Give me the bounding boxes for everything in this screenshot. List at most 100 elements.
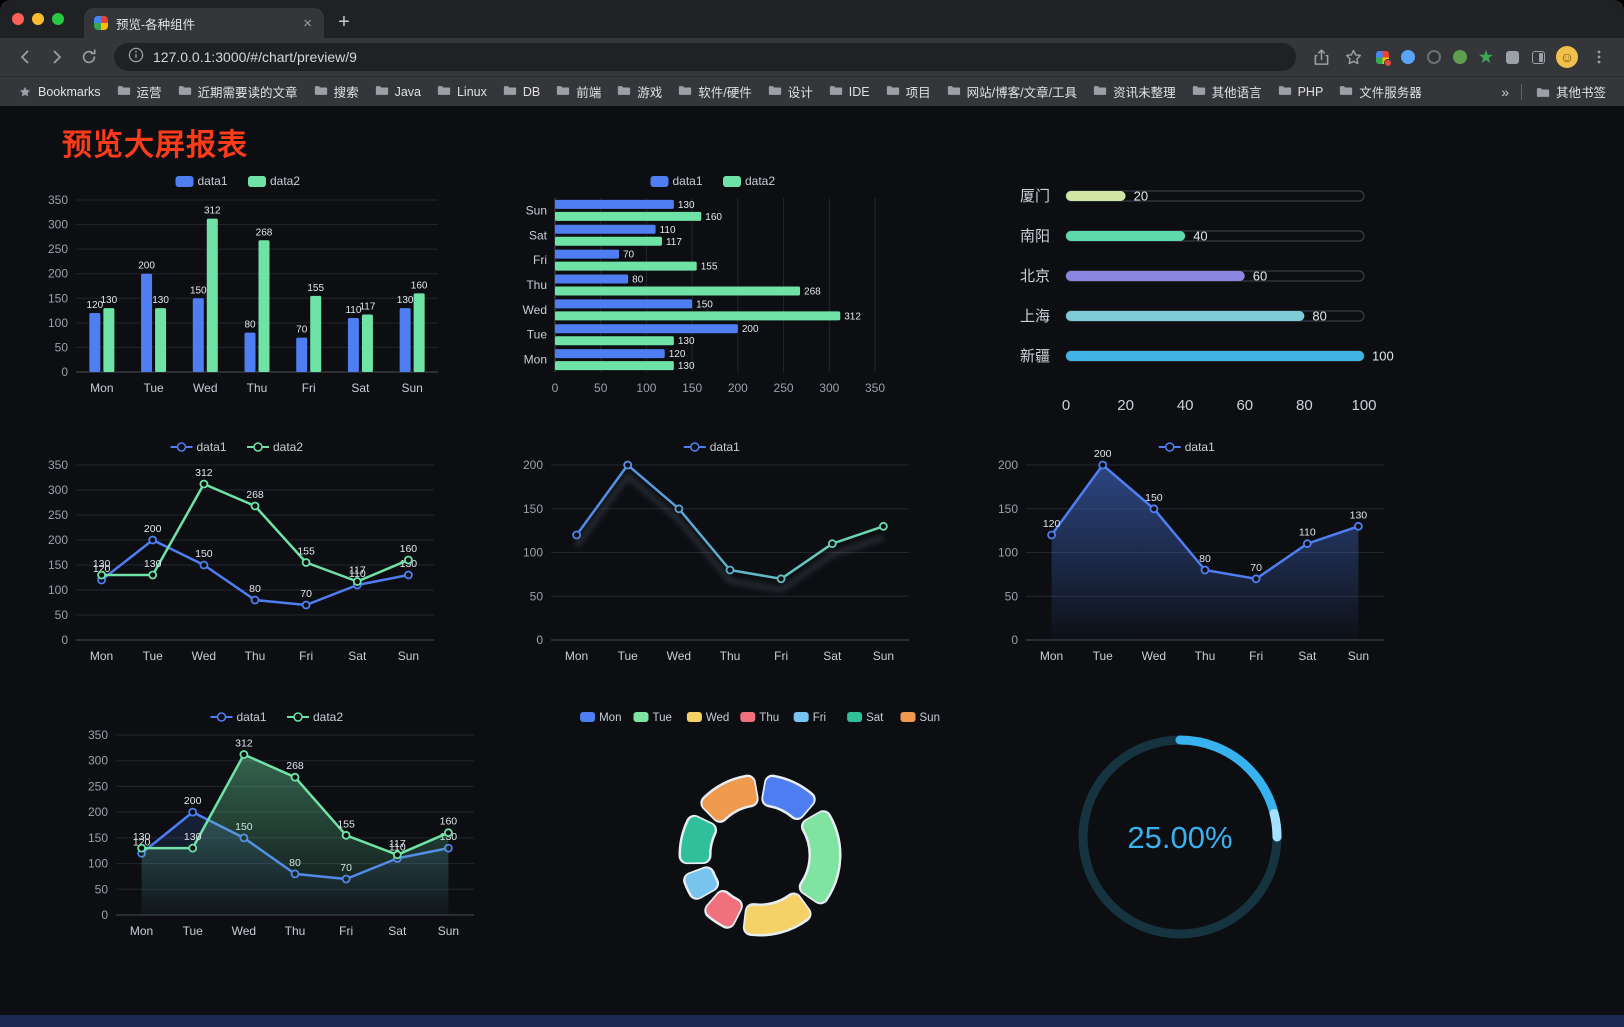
svg-text:120: 120 (87, 300, 104, 311)
extensions-puzzle-icon[interactable] (1503, 48, 1521, 66)
svg-text:250: 250 (88, 779, 108, 793)
bookmark-item[interactable]: 资讯未整理 (1085, 79, 1184, 104)
back-button[interactable] (10, 43, 40, 71)
svg-text:50: 50 (95, 882, 109, 896)
reload-button[interactable] (74, 43, 104, 71)
svg-text:200: 200 (48, 533, 68, 547)
close-window-button[interactable] (12, 13, 24, 25)
bookmark-item[interactable]: 前端 (548, 79, 609, 104)
svg-text:50: 50 (55, 340, 69, 354)
bookmarks-overflow-chevron[interactable]: » (1501, 83, 1509, 100)
other-bookmarks-folder[interactable]: 其他书签 (1528, 79, 1614, 104)
svg-text:Tue: Tue (143, 381, 164, 395)
svg-text:130: 130 (144, 558, 162, 570)
folder-icon (437, 84, 451, 99)
svg-text:南阳: 南阳 (1020, 228, 1050, 245)
svg-text:Fri: Fri (774, 649, 788, 663)
bookmark-item[interactable]: 软件/硬件 (670, 79, 759, 104)
bookmark-item[interactable]: 项目 (878, 79, 939, 104)
svg-text:Tue: Tue (527, 328, 548, 342)
svg-text:117: 117 (359, 302, 375, 313)
bookmark-item[interactable]: Linux (429, 81, 495, 102)
bookmark-item[interactable]: Java (367, 81, 429, 102)
browser-tab[interactable]: 预览-各种组件 × (84, 8, 324, 38)
svg-text:data1: data1 (1185, 440, 1215, 454)
profile-avatar[interactable]: ☺ (1556, 46, 1578, 68)
bookmark-item[interactable]: IDE (821, 81, 878, 102)
svg-text:Thu: Thu (759, 712, 779, 724)
svg-text:Sat: Sat (823, 649, 842, 663)
svg-text:268: 268 (256, 227, 273, 238)
extension-green-circle-icon[interactable] (1451, 48, 1469, 66)
svg-text:Mon: Mon (1040, 649, 1063, 663)
bookmark-item[interactable]: 运营 (109, 79, 170, 104)
menu-kebab-icon[interactable] (1584, 43, 1614, 71)
svg-text:250: 250 (774, 381, 794, 395)
svg-text:70: 70 (300, 588, 312, 600)
svg-text:100: 100 (48, 583, 68, 597)
bookmark-item[interactable]: 网站/博客/文章/工具 (939, 79, 1085, 104)
bookmark-item[interactable]: PHP (1270, 81, 1332, 102)
extension-globe-icon[interactable] (1425, 48, 1443, 66)
svg-text:120: 120 (133, 836, 151, 848)
svg-text:200: 200 (144, 523, 162, 535)
svg-text:100: 100 (48, 316, 68, 330)
svg-text:150: 150 (998, 502, 1018, 516)
svg-text:155: 155 (337, 818, 355, 830)
bookmark-item[interactable]: 搜索 (306, 79, 367, 104)
svg-text:Sun: Sun (526, 203, 547, 217)
svg-text:Wed: Wed (232, 924, 256, 938)
svg-text:160: 160 (400, 543, 418, 555)
svg-text:130: 130 (93, 558, 111, 570)
bookmark-star-button[interactable] (1338, 43, 1368, 71)
tab-close-icon[interactable]: × (303, 14, 312, 32)
two-series-area-chart: data1 data2 0 50 100 150 200 250 300 350 Mon Tue Wed… (70, 705, 490, 970)
minimize-window-button[interactable] (32, 13, 44, 25)
svg-text:150: 150 (696, 299, 713, 310)
svg-text:0: 0 (536, 633, 543, 647)
forward-button[interactable] (42, 43, 72, 71)
svg-text:110: 110 (345, 305, 361, 316)
svg-text:Sun: Sun (438, 924, 459, 938)
svg-text:北京: 北京 (1020, 268, 1050, 285)
svg-text:Sun: Sun (920, 712, 940, 724)
bookmark-item[interactable]: 游戏 (609, 79, 670, 104)
bookmark-items: 运营 近期需要读的文章 搜索 Java Linux DB 前端 游戏 软件/硬件 设计 IDE 项目网… (109, 79, 1430, 104)
bookmarks-manager-item[interactable]: Bookmarks (10, 82, 109, 102)
extension-grid-icon[interactable] (1373, 48, 1392, 67)
svg-text:312: 312 (195, 467, 213, 479)
folder-icon (1192, 84, 1206, 99)
extension-green-star-icon[interactable] (1477, 48, 1495, 66)
svg-text:Tue: Tue (1093, 649, 1114, 663)
bookmarks-separator (1520, 83, 1522, 100)
extension-drop-icon[interactable] (1399, 48, 1417, 66)
svg-text:200: 200 (138, 261, 155, 272)
bookmark-item[interactable]: 近期需要读的文章 (170, 79, 306, 104)
svg-text:Sat: Sat (348, 649, 367, 663)
svg-text:0: 0 (61, 633, 68, 647)
new-tab-button[interactable]: + (338, 10, 350, 33)
svg-text:0: 0 (61, 365, 68, 379)
svg-text:150: 150 (88, 831, 108, 845)
svg-text:Wed: Wed (706, 712, 729, 724)
svg-text:Tue: Tue (653, 712, 672, 724)
folder-icon (947, 84, 961, 99)
svg-text:110: 110 (660, 225, 676, 236)
address-bar[interactable]: 127.0.0.1:3000/#/chart/preview/9 (114, 43, 1296, 71)
site-info-icon[interactable] (128, 47, 144, 68)
svg-text:data2: data2 (313, 710, 343, 724)
charts-row-2: data1 data2 0 50 100 150 200 250 300 350 Mon Tue Wed… (0, 435, 1624, 695)
svg-text:70: 70 (296, 325, 308, 336)
bookmark-item[interactable]: DB (495, 81, 548, 102)
maximize-window-button[interactable] (52, 13, 64, 25)
svg-text:130: 130 (678, 361, 695, 372)
svg-text:312: 312 (844, 311, 861, 322)
share-button[interactable] (1306, 43, 1336, 71)
window-controls (12, 0, 78, 38)
side-panel-icon[interactable] (1529, 48, 1547, 66)
bookmark-item[interactable]: 设计 (760, 79, 821, 104)
svg-text:110: 110 (349, 568, 366, 580)
svg-text:Mon: Mon (524, 353, 547, 367)
bookmark-item[interactable]: 文件服务器 (1331, 79, 1430, 104)
bookmark-item[interactable]: 其他语言 (1184, 79, 1270, 104)
